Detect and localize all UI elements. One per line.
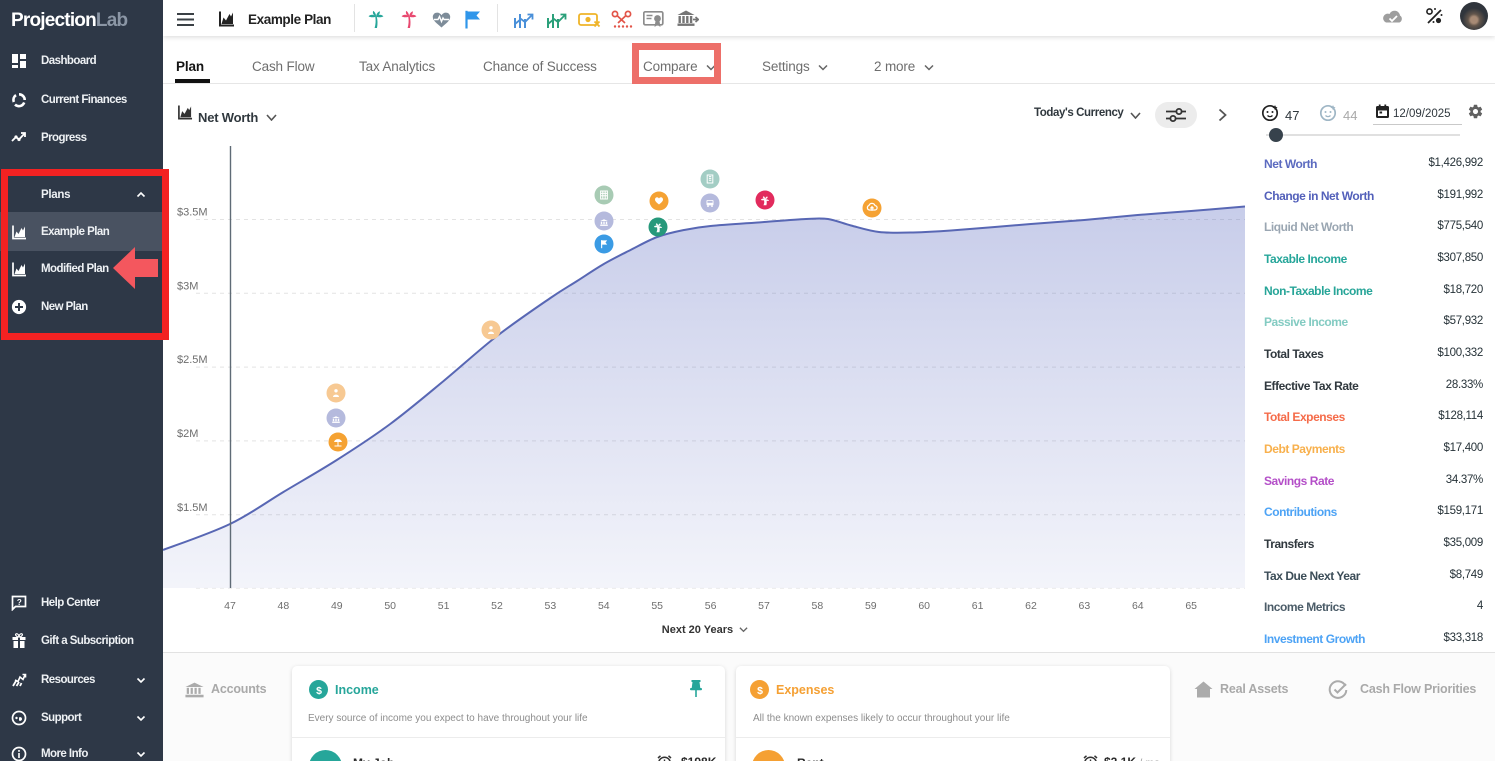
svg-text:$2.5M: $2.5M [177,354,208,366]
svg-text:49: 49 [331,600,343,612]
svg-text:$: $ [316,685,322,696]
svg-text:$: $ [757,685,763,696]
svg-text:59: 59 [865,600,877,612]
svg-text:57: 57 [758,600,770,612]
svg-text:47: 47 [224,600,236,612]
svg-text:$2M: $2M [177,428,198,440]
svg-text:62: 62 [1025,600,1037,612]
svg-text:58: 58 [812,600,824,612]
svg-text:51: 51 [438,600,450,612]
svg-text:55: 55 [651,600,663,612]
svg-text:$3M: $3M [177,280,198,292]
svg-text:52: 52 [491,600,503,612]
svg-text:63: 63 [1079,600,1091,612]
svg-text:48: 48 [278,600,290,612]
svg-text:?: ? [17,598,22,607]
svg-text:56: 56 [705,600,717,612]
svg-text:64: 64 [1132,600,1144,612]
svg-text:$3.5M: $3.5M [177,207,208,219]
svg-text:54: 54 [598,600,610,612]
svg-text:50: 50 [384,600,396,612]
svg-text:53: 53 [545,600,557,612]
svg-text:65: 65 [1185,600,1197,612]
svg-text:60: 60 [918,600,930,612]
svg-text:$1.5M: $1.5M [177,502,208,514]
svg-text:61: 61 [972,600,984,612]
